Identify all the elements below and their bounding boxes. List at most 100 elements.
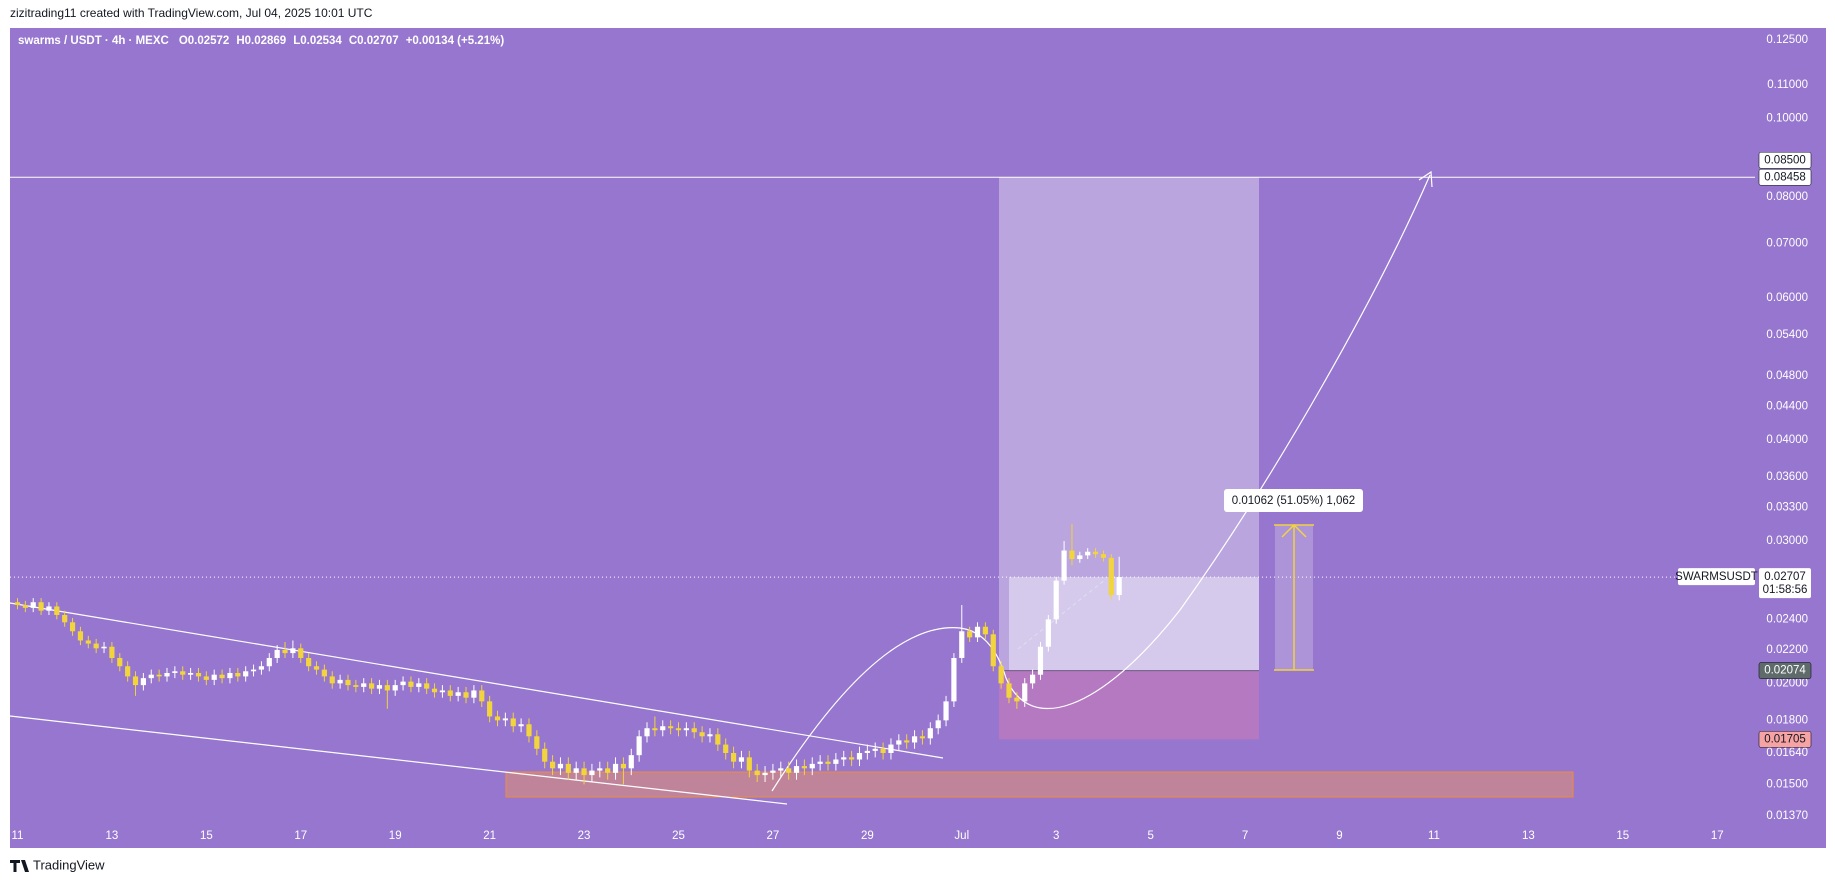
candle-body — [542, 748, 548, 762]
candle-body — [856, 753, 863, 760]
candle-body — [833, 759, 839, 764]
profit-zone — [999, 177, 1259, 671]
candle-body — [589, 770, 595, 776]
y-tick-label: 0.01640 — [1766, 747, 1808, 759]
legend-value: O0.02572 — [179, 35, 230, 47]
price-tag — [1758, 151, 1812, 169]
last-price-tag — [1759, 568, 1811, 599]
candle-body — [408, 681, 414, 687]
candle-body — [243, 671, 249, 677]
y-tick-label: 0.01800 — [1766, 714, 1808, 726]
candle-body — [786, 768, 792, 773]
y-tick-label: 0.05400 — [1766, 329, 1808, 341]
candle-body — [849, 757, 855, 760]
candle-body — [337, 679, 343, 684]
candle-body — [549, 761, 556, 769]
candle-body — [424, 683, 430, 689]
candle-body — [762, 772, 768, 776]
candle-body — [109, 646, 115, 658]
candles — [14, 523, 1122, 785]
y-tick-label: 0.06000 — [1766, 292, 1808, 304]
candle-body — [754, 770, 760, 776]
candle-body — [62, 615, 68, 623]
candle-body — [1045, 619, 1051, 647]
logo — [10, 860, 29, 872]
y-tick-label: 0.12500 — [1766, 34, 1808, 46]
candle-body — [321, 669, 327, 677]
price-tag — [1758, 662, 1812, 679]
candle-body — [778, 768, 784, 771]
candle-body — [943, 701, 949, 721]
candle-body — [431, 688, 438, 693]
candle-body — [329, 676, 335, 684]
x-tick-label: 15 — [1616, 830, 1629, 842]
candle-body — [974, 626, 981, 638]
candle-body — [801, 766, 807, 769]
price-tag — [1758, 731, 1812, 748]
candle-body — [46, 606, 52, 611]
position-layer — [10, 176, 1755, 740]
candle-body — [439, 690, 446, 693]
candle-body — [518, 724, 524, 727]
candle-body — [156, 674, 162, 677]
y-tick-label: 0.03600 — [1766, 471, 1808, 483]
measure-tool: 0.01062 (51.05%) 1,062 — [1224, 489, 1363, 671]
symbol-title: swarms / USDT · 4h · MEXC — [18, 35, 169, 47]
legend-value: +0.00134 (+5.21%) — [406, 35, 505, 47]
stop-zone — [999, 670, 1259, 740]
candle-body — [581, 768, 587, 776]
candle-body — [77, 631, 84, 641]
candle-body — [1077, 555, 1083, 560]
y-tick-label: 0.03300 — [1766, 502, 1808, 514]
candle-body — [620, 763, 627, 769]
candle-body — [22, 605, 28, 608]
countdown: 01:58:56 — [1763, 584, 1808, 596]
candle-body — [85, 640, 91, 644]
candle-body — [919, 736, 926, 739]
candle-body — [723, 744, 729, 754]
y-tick-label: 0.02200 — [1766, 644, 1808, 656]
candle-body — [14, 602, 21, 606]
drawings — [505, 771, 1574, 798]
candle-body — [1108, 557, 1114, 596]
x-tick-label: 13 — [106, 830, 119, 842]
candle-body — [675, 728, 682, 731]
candle-body — [1061, 550, 1067, 581]
candle-body — [770, 770, 776, 773]
candle-body — [982, 626, 988, 635]
footer-brand: TradingView — [33, 857, 105, 872]
candle-body — [1069, 550, 1075, 560]
candle-body — [487, 701, 493, 717]
candle-body — [494, 716, 501, 721]
candle-body — [447, 690, 453, 696]
candle-body — [793, 766, 800, 773]
candle-body — [148, 674, 154, 679]
x-tick-label: 27 — [767, 830, 780, 842]
x-tick-label: 7 — [1242, 830, 1248, 842]
candle-body — [809, 763, 815, 769]
candle-body — [471, 690, 477, 698]
candle-body — [195, 672, 202, 677]
x-tick-label: 3 — [1053, 830, 1059, 842]
candle-body — [30, 602, 36, 608]
candle-body — [227, 672, 233, 679]
price-tag-label: 0.02074 — [1764, 665, 1806, 677]
candle-body — [1100, 554, 1107, 558]
x-tick-label: 13 — [1522, 830, 1535, 842]
price-tag-label: 0.08500 — [1764, 154, 1806, 166]
x-tick-label: 5 — [1147, 830, 1153, 842]
candle-body — [605, 768, 611, 773]
candle-body — [54, 606, 60, 616]
arc-path — [771, 627, 1007, 792]
candle-body — [644, 728, 650, 737]
candle-body — [1006, 683, 1012, 698]
candle-body — [817, 761, 823, 764]
x-tick-label: 25 — [672, 830, 685, 842]
measure-label-box — [1224, 489, 1363, 512]
candle-body — [266, 657, 272, 667]
legend-value: H0.02869 — [236, 35, 286, 47]
candle-body — [1116, 577, 1122, 596]
candle-body — [738, 757, 745, 762]
candle-body — [896, 740, 902, 745]
legend: swarms / USDT · 4h · MEXC O0.02572 H0.0286… — [18, 35, 504, 47]
